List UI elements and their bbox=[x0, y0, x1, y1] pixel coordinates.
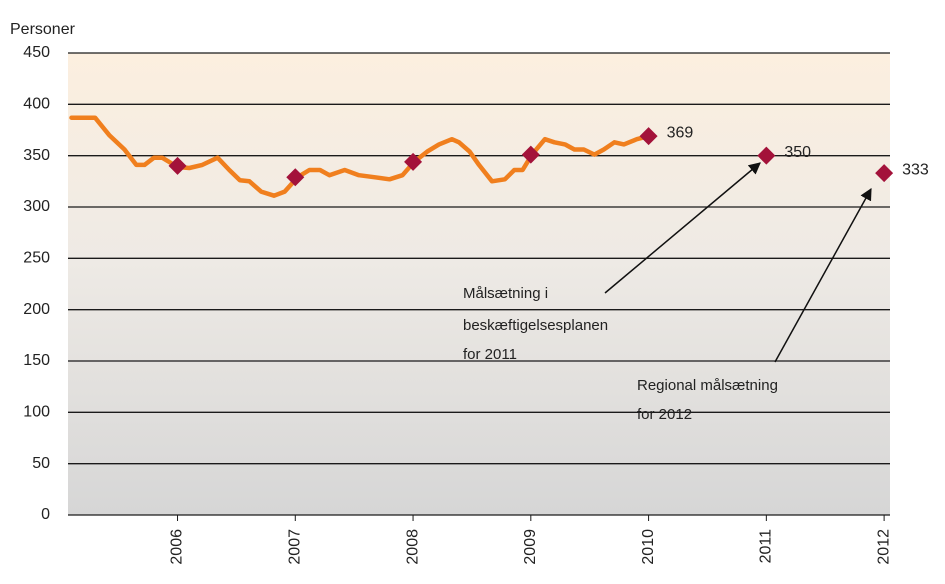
y-axis-label: Personer bbox=[10, 21, 76, 38]
y-tick-label: 50 bbox=[32, 455, 50, 472]
y-tick-label: 300 bbox=[23, 198, 50, 215]
x-tick-label: 2010 bbox=[640, 529, 657, 565]
y-tick-label: 350 bbox=[23, 147, 50, 164]
x-tick-label: 2007 bbox=[287, 529, 304, 565]
data-marker bbox=[875, 164, 894, 183]
data-marker bbox=[404, 152, 423, 171]
annotation-text: for 2011 bbox=[463, 346, 517, 363]
x-tick-label: 2008 bbox=[404, 529, 421, 565]
data-marker bbox=[639, 127, 658, 146]
x-tick-label: 2011 bbox=[758, 529, 775, 564]
annotation-arrow bbox=[774, 187, 872, 363]
y-tick-label: 150 bbox=[23, 352, 50, 369]
plot-layer: 0 50 100 150 200 250 300 350 400 450 2006 2007 2008 2… bbox=[23, 44, 929, 564]
y-tick-label: 200 bbox=[23, 301, 50, 318]
x-tick-label: 2006 bbox=[169, 529, 186, 565]
y-tick-label: 450 bbox=[23, 44, 50, 61]
data-marker bbox=[168, 156, 187, 175]
x-tick-label: 2012 bbox=[875, 529, 892, 565]
data-marker bbox=[521, 145, 540, 164]
data-marker bbox=[757, 146, 776, 165]
plot-background bbox=[68, 53, 890, 515]
data-label: 369 bbox=[667, 124, 694, 141]
data-label: 333 bbox=[902, 161, 929, 178]
y-tick-label: 100 bbox=[23, 404, 50, 421]
annotation-text: Målsætning i bbox=[463, 285, 548, 302]
data-label: 350 bbox=[784, 144, 811, 161]
annotation-arrow bbox=[604, 162, 761, 294]
y-tick-label: 0 bbox=[41, 506, 50, 523]
data-marker bbox=[286, 168, 305, 187]
y-tick-label: 400 bbox=[23, 96, 50, 113]
x-tick-label: 2009 bbox=[522, 529, 539, 565]
y-tick-label: 250 bbox=[23, 250, 50, 267]
annotation-text: Regional målsætning bbox=[637, 377, 778, 394]
annotation-text: for 2012 bbox=[637, 406, 692, 423]
annotation-text: beskæftigelsesplanen bbox=[463, 317, 608, 334]
